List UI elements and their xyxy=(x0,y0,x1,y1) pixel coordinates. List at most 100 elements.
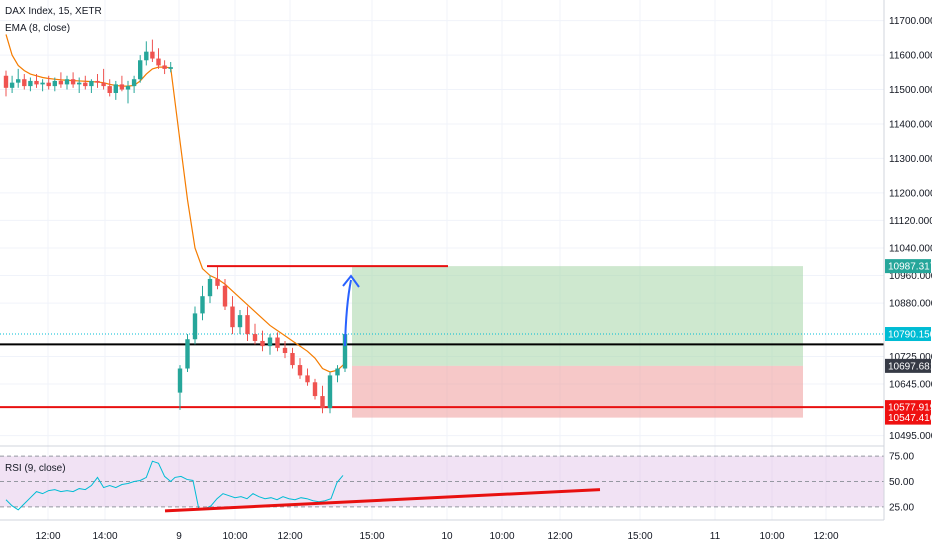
time-tick-label: 14:00 xyxy=(92,531,117,542)
rsi-tick-label: 25.00 xyxy=(889,502,914,513)
price-badges: 10987.317 10790.150 10697.681 10577.9191054… xyxy=(885,259,932,425)
horizontal-lines[interactable] xyxy=(0,343,884,409)
candle-body xyxy=(22,79,27,87)
symbol-legend[interactable]: DAX Index, 15, XETR xyxy=(5,6,102,17)
candle-body xyxy=(305,375,310,383)
price-badge-label: 10987.317 xyxy=(888,262,932,273)
candles xyxy=(3,39,348,414)
candle-body xyxy=(312,382,318,397)
candle-body xyxy=(83,82,88,87)
price-tick-label: 11040.000 xyxy=(889,243,932,254)
price-tick-label: 11200.000 xyxy=(889,188,932,199)
candle-body xyxy=(260,340,265,347)
arrow-head xyxy=(342,274,360,288)
candle-body xyxy=(207,278,213,297)
price-tick-label: 11400.000 xyxy=(889,119,932,130)
price-badge xyxy=(885,327,931,342)
candle-body xyxy=(162,65,167,69)
rsi-legend[interactable]: RSI (9, close) xyxy=(5,463,66,474)
rsi-axis: 75.00 50.00 25.00 xyxy=(889,452,914,514)
candle-body xyxy=(150,51,155,59)
time-tick-label: 10 xyxy=(441,531,453,542)
candle-body xyxy=(125,86,131,90)
time-tick-label: 10:00 xyxy=(759,531,784,542)
candle-body xyxy=(107,86,112,93)
candle-body xyxy=(327,375,333,409)
time-axis[interactable]: 12:00 14:00 9 10:00 12:00 15:00 10 10:00 12:00 15… xyxy=(35,531,838,542)
candle-body xyxy=(46,82,51,87)
candle-body xyxy=(113,84,118,93)
candle-body xyxy=(222,285,228,307)
price-tick-label: 10725.000 xyxy=(889,352,932,363)
time-tick-label: 12:00 xyxy=(35,531,60,542)
rsi-tick-label: 75.00 xyxy=(889,452,914,463)
candle-body xyxy=(320,396,325,409)
candle-body xyxy=(156,58,161,66)
price-badge xyxy=(885,259,931,274)
candle-body xyxy=(275,337,280,348)
price-badge xyxy=(885,400,931,415)
price-badge-label: 10790.150 xyxy=(888,330,932,341)
price-axis[interactable]: 11700.000 11600.000 11500.000 11400.000 1130… xyxy=(889,16,932,442)
price-tick-label: 10880.000 xyxy=(889,299,932,310)
time-tick-label: 10:00 xyxy=(222,531,247,542)
rsi-line xyxy=(5,460,344,511)
stop-loss-zone[interactable] xyxy=(352,365,803,418)
candle-body xyxy=(28,80,33,87)
candle-body xyxy=(230,306,235,328)
candle-body xyxy=(89,80,94,87)
time-tick-label: 12:00 xyxy=(277,531,302,542)
up-arrow-drawing[interactable] xyxy=(342,274,360,347)
candle-body xyxy=(200,296,205,314)
candle-body xyxy=(297,365,303,376)
candle-body xyxy=(177,368,183,393)
candle-body xyxy=(335,368,340,376)
rsi-trendline[interactable] xyxy=(164,488,601,513)
rsi-levels xyxy=(0,455,884,508)
candle-body xyxy=(9,82,15,88)
candle-body xyxy=(245,315,250,335)
time-tick-label: 9 xyxy=(176,531,182,542)
rsi-tick-label: 50.00 xyxy=(889,477,914,488)
candle-body xyxy=(138,60,143,80)
price-badge-label: 10697.681 xyxy=(888,361,932,372)
ema-legend[interactable]: EMA (8, close) xyxy=(5,23,70,34)
time-tick-label: 15:00 xyxy=(627,531,652,542)
candle-body xyxy=(267,337,273,347)
price-badge-label: 10547.410 xyxy=(888,413,932,424)
candle-body xyxy=(52,80,57,87)
candle-body xyxy=(192,313,198,340)
take-profit-zone[interactable] xyxy=(352,266,803,366)
price-tick-label: 10495.000 xyxy=(889,431,932,442)
price-tick-label: 11600.000 xyxy=(889,51,932,62)
candle-body xyxy=(40,82,45,85)
time-tick-label: 10:00 xyxy=(489,531,514,542)
price-badge xyxy=(885,358,931,373)
price-tick-label: 10960.000 xyxy=(889,271,932,282)
candle-body xyxy=(215,278,220,286)
candle-body xyxy=(77,82,82,85)
candle-body xyxy=(144,51,149,61)
time-tick-label: 15:00 xyxy=(359,531,384,542)
candle-body xyxy=(252,334,258,341)
price-tick-label: 11300.000 xyxy=(889,154,932,165)
price-tick-label: 10645.000 xyxy=(889,380,932,391)
candle-body xyxy=(290,353,295,366)
candle-body xyxy=(168,67,173,69)
time-tick-label: 12:00 xyxy=(813,531,838,542)
candle-body xyxy=(185,339,190,369)
candle-body xyxy=(16,79,21,83)
candle-body xyxy=(34,80,39,85)
price-badge-label: 10577.919 xyxy=(888,403,932,414)
price-tick-label: 11120.000 xyxy=(889,216,932,227)
time-tick-label: 12:00 xyxy=(547,531,572,542)
candle-body xyxy=(64,79,70,85)
candle-body xyxy=(58,80,64,85)
candle-body xyxy=(282,347,288,354)
arrow-shaft xyxy=(344,279,352,347)
candle-body xyxy=(101,82,106,87)
price-badge xyxy=(885,410,931,425)
candle-body xyxy=(119,84,125,90)
candle-body xyxy=(131,79,137,87)
